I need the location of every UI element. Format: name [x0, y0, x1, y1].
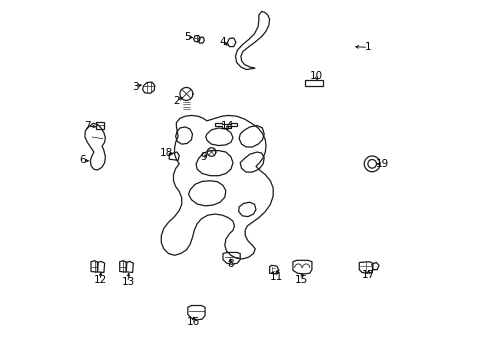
Text: 19: 19 [375, 159, 388, 169]
Text: 16: 16 [186, 317, 200, 327]
Text: 18: 18 [160, 148, 173, 158]
Text: 17: 17 [361, 270, 374, 280]
Text: 9: 9 [200, 152, 206, 162]
Text: 4: 4 [219, 37, 226, 47]
Text: 1: 1 [364, 42, 371, 52]
Text: 14: 14 [221, 121, 234, 131]
Text: 6: 6 [79, 155, 85, 165]
Text: 10: 10 [309, 71, 322, 81]
Text: 5: 5 [183, 32, 190, 41]
Text: 11: 11 [269, 272, 283, 282]
Text: 3: 3 [132, 82, 138, 92]
Text: 15: 15 [295, 275, 308, 285]
Text: 12: 12 [94, 275, 107, 285]
Text: 13: 13 [121, 277, 134, 287]
Text: 7: 7 [84, 121, 91, 131]
Text: 2: 2 [173, 96, 179, 106]
Text: 8: 8 [226, 259, 233, 269]
